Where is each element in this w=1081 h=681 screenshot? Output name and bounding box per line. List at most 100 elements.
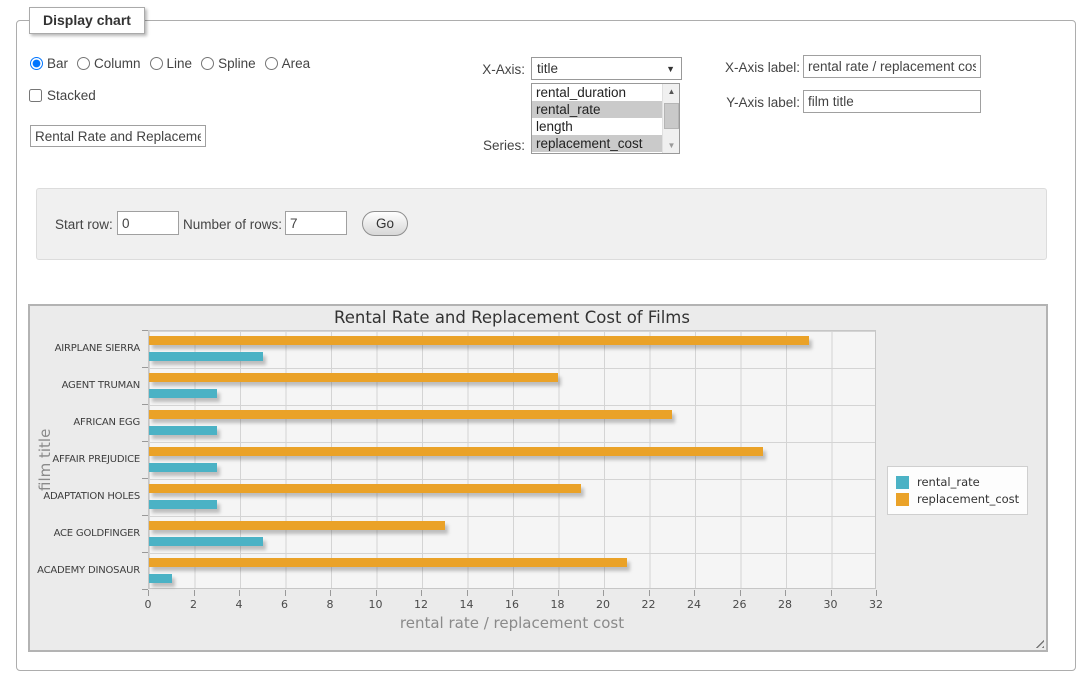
stacked-option[interactable]: Stacked (29, 88, 96, 103)
chart-type-label: Column (94, 56, 141, 71)
x-axis-tick (330, 590, 331, 596)
scroll-down-icon[interactable]: ▼ (663, 138, 680, 153)
start-row-caption: Start row: (55, 217, 113, 232)
chart-type-option-column[interactable]: Column (77, 56, 141, 71)
category-label: ADAPTATION HOLES (30, 478, 140, 515)
x-axis-select[interactable]: title ▼ (531, 57, 682, 80)
legend-swatch-icon (896, 476, 909, 489)
x-axis-tick-label: 12 (406, 598, 436, 611)
x-axis-tick (148, 590, 149, 596)
x-axis-tick (558, 590, 559, 596)
x-axis-tick-label: 4 (224, 598, 254, 611)
legend-label: rental_rate (917, 475, 980, 489)
scrollbar-thumb[interactable] (664, 103, 679, 129)
x-axis-tick (421, 590, 422, 596)
dropdown-arrow-icon: ▼ (666, 64, 681, 74)
y-axis-tick (142, 515, 148, 516)
series-listbox[interactable]: rental_durationrental_ratelengthreplacem… (531, 83, 680, 154)
stacked-checkbox[interactable] (29, 89, 42, 102)
x-axis-tick-label: 28 (770, 598, 800, 611)
x-axis-tick (239, 590, 240, 596)
legend-entry-replacement_cost: replacement_cost (896, 492, 1019, 506)
y-axis-tick (142, 367, 148, 368)
bar-replacement_cost (149, 373, 558, 382)
bar-rental_rate (149, 426, 217, 435)
x-axis-tick (194, 590, 195, 596)
chart-type-option-line[interactable]: Line (150, 56, 193, 71)
bar-rental_rate (149, 463, 217, 472)
category-label: AGENT TRUMAN (30, 367, 140, 404)
category-label: AFFAIR PREJUDICE (30, 441, 140, 478)
number-of-rows-caption: Number of rows: (183, 217, 282, 232)
category-label: ACADEMY DINOSAUR (30, 552, 140, 589)
scroll-up-icon[interactable]: ▲ (663, 84, 680, 99)
series-option-replacement_cost[interactable]: replacement_cost (532, 135, 679, 152)
chart-type-radio-spline[interactable] (201, 57, 214, 70)
category-label: ACE GOLDFINGER (30, 515, 140, 552)
chart-title-input[interactable] (30, 125, 206, 147)
x-axis-tick (785, 590, 786, 596)
x-axis-tick-label: 0 (133, 598, 163, 611)
x-axis-tick-label: 6 (270, 598, 300, 611)
y-axis-tick (142, 404, 148, 405)
series-option-rental_duration[interactable]: rental_duration (532, 84, 679, 101)
y-axis-label-input[interactable] (803, 90, 981, 113)
resize-handle-icon[interactable] (1032, 636, 1044, 648)
series-scrollbar[interactable]: ▲ ▼ (662, 84, 679, 153)
chart-type-radio-column[interactable] (77, 57, 90, 70)
x-axis-tick (876, 590, 877, 596)
chart-type-option-spline[interactable]: Spline (201, 56, 256, 71)
bar-replacement_cost (149, 484, 581, 493)
legend-swatch-icon (896, 493, 909, 506)
go-button[interactable]: Go (362, 211, 408, 236)
panel-title: Display chart (29, 7, 145, 34)
x-axis-selected-value: title (532, 61, 666, 76)
bar-replacement_cost (149, 336, 809, 345)
x-axis-tick-label: 16 (497, 598, 527, 611)
chart-type-radio-group: Bar Column Line Spline Area (30, 56, 319, 71)
x-axis-title: rental rate / replacement cost (148, 614, 876, 632)
y-axis-tick (142, 552, 148, 553)
x-axis-tick-label: 18 (543, 598, 573, 611)
bar-replacement_cost (149, 558, 627, 567)
x-axis-tick-label: 20 (588, 598, 618, 611)
chart-type-option-bar[interactable]: Bar (30, 56, 68, 71)
chart-type-label: Line (167, 56, 193, 71)
y-axis-tick (142, 330, 148, 331)
plot-area (148, 330, 876, 589)
bar-rental_rate (149, 537, 263, 546)
legend-label: replacement_cost (917, 492, 1019, 506)
chart-legend: rental_rate replacement_cost (887, 466, 1028, 515)
x-axis-tick-label: 22 (634, 598, 664, 611)
x-axis-label-caption: X-Axis label: (700, 60, 800, 75)
bar-rental_rate (149, 574, 172, 583)
number-of-rows-input[interactable] (285, 211, 347, 235)
chart-type-label: Bar (47, 56, 68, 71)
bar-replacement_cost (149, 410, 672, 419)
x-axis-caption: X-Axis: (430, 62, 525, 77)
x-axis-tick (285, 590, 286, 596)
chart-title: Rental Rate and Replacement Cost of Film… (148, 308, 876, 327)
chart-type-label: Area (282, 56, 311, 71)
x-axis-tick (694, 590, 695, 596)
x-axis-tick (467, 590, 468, 596)
x-axis-tick-label: 30 (816, 598, 846, 611)
stacked-label: Stacked (47, 88, 96, 103)
x-axis-tick-label: 8 (315, 598, 345, 611)
x-axis-tick-label: 24 (679, 598, 709, 611)
chart-type-radio-bar[interactable] (30, 57, 43, 70)
series-option-rental_rate[interactable]: rental_rate (532, 101, 679, 118)
series-options: rental_durationrental_ratelengthreplacem… (532, 84, 679, 152)
x-axis-tick (740, 590, 741, 596)
series-caption: Series: (430, 138, 525, 153)
x-axis-tick (512, 590, 513, 596)
chart-type-radio-line[interactable] (150, 57, 163, 70)
category-label: AFRICAN EGG (30, 404, 140, 441)
legend-entry-rental_rate: rental_rate (896, 475, 1019, 489)
x-axis-tick-label: 14 (452, 598, 482, 611)
chart-type-option-area[interactable]: Area (265, 56, 311, 71)
x-axis-label-input[interactable] (803, 55, 981, 78)
start-row-input[interactable] (117, 211, 179, 235)
chart-type-radio-area[interactable] (265, 57, 278, 70)
series-option-length[interactable]: length (532, 118, 679, 135)
